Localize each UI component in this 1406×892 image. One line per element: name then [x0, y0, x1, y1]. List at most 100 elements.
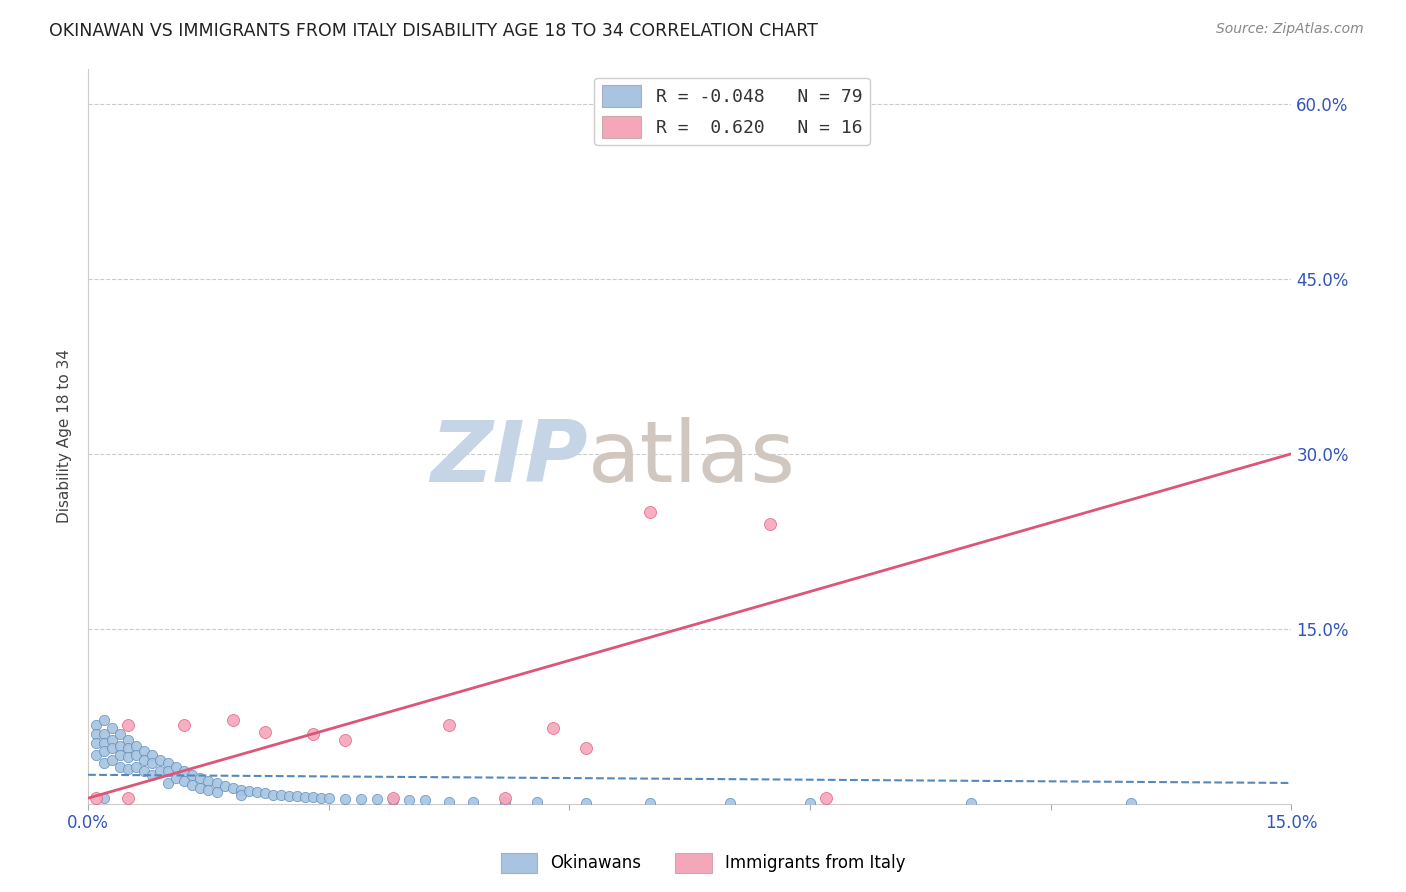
Point [294, 789, 316, 804]
Point [799, 796, 821, 810]
Point [1119, 796, 1142, 810]
Point [110, 727, 132, 741]
Point [437, 717, 460, 731]
Point [221, 780, 243, 795]
Point [494, 795, 516, 809]
Point [141, 756, 163, 771]
Point [301, 789, 323, 804]
Point [285, 789, 308, 803]
Point [205, 776, 228, 790]
Point [181, 778, 204, 792]
Point [141, 768, 163, 782]
Point [318, 791, 340, 805]
Point [165, 772, 187, 786]
Point [366, 792, 388, 806]
Point [84, 791, 107, 805]
Point [413, 793, 436, 807]
Point [959, 796, 981, 810]
Point [157, 764, 180, 779]
Point [205, 785, 228, 799]
Point [117, 791, 139, 805]
Point [382, 791, 405, 805]
Point [84, 747, 107, 762]
Point [190, 780, 212, 795]
Point [437, 795, 460, 809]
Point [214, 780, 236, 794]
Point [117, 717, 139, 731]
Point [309, 791, 332, 805]
Point [101, 741, 124, 756]
Text: ZIP: ZIP [430, 417, 588, 500]
Point [382, 793, 405, 807]
Point [301, 727, 323, 741]
Point [181, 768, 204, 782]
Point [759, 516, 782, 531]
Point [134, 744, 156, 758]
Point [815, 791, 838, 805]
Point [157, 776, 180, 790]
Point [110, 747, 132, 762]
Point [125, 747, 148, 762]
Point [221, 713, 243, 727]
Point [134, 753, 156, 767]
Point [149, 764, 172, 779]
Point [190, 772, 212, 786]
Point [638, 505, 661, 519]
Y-axis label: Disability Age 18 to 34: Disability Age 18 to 34 [58, 350, 72, 524]
Legend: Okinawans, Immigrants from Italy: Okinawans, Immigrants from Italy [494, 847, 912, 880]
Point [101, 732, 124, 747]
Point [350, 792, 373, 806]
Text: atlas: atlas [588, 417, 796, 500]
Point [173, 717, 195, 731]
Point [229, 783, 252, 797]
Point [229, 788, 252, 802]
Point [270, 788, 292, 802]
Point [526, 795, 548, 809]
Point [110, 739, 132, 753]
Text: OKINAWAN VS IMMIGRANTS FROM ITALY DISABILITY AGE 18 TO 34 CORRELATION CHART: OKINAWAN VS IMMIGRANTS FROM ITALY DISABI… [49, 22, 818, 40]
Point [84, 736, 107, 750]
Text: Source: ZipAtlas.com: Source: ZipAtlas.com [1216, 22, 1364, 37]
Point [93, 791, 115, 805]
Point [101, 753, 124, 767]
Point [253, 724, 276, 739]
Point [246, 785, 269, 799]
Point [117, 762, 139, 776]
Point [574, 796, 596, 810]
Point [543, 721, 565, 735]
Point [638, 796, 661, 810]
Point [125, 759, 148, 773]
Point [253, 787, 276, 801]
Point [110, 759, 132, 773]
Point [277, 789, 299, 803]
Point [173, 764, 195, 779]
Point [93, 727, 115, 741]
Point [84, 727, 107, 741]
Point [101, 721, 124, 735]
Legend: R = -0.048   N = 79, R =  0.620   N = 16: R = -0.048 N = 79, R = 0.620 N = 16 [595, 78, 869, 145]
Point [93, 736, 115, 750]
Point [93, 713, 115, 727]
Point [117, 732, 139, 747]
Point [141, 747, 163, 762]
Point [494, 791, 516, 805]
Point [718, 796, 741, 810]
Point [197, 773, 219, 788]
Point [117, 741, 139, 756]
Point [93, 744, 115, 758]
Point [463, 795, 485, 809]
Point [157, 756, 180, 771]
Point [149, 753, 172, 767]
Point [173, 773, 195, 788]
Point [238, 784, 260, 798]
Point [165, 759, 187, 773]
Point [93, 756, 115, 771]
Point [134, 764, 156, 779]
Point [398, 793, 420, 807]
Point [574, 741, 596, 756]
Point [125, 739, 148, 753]
Point [333, 732, 356, 747]
Point [262, 788, 284, 802]
Point [84, 717, 107, 731]
Point [117, 750, 139, 764]
